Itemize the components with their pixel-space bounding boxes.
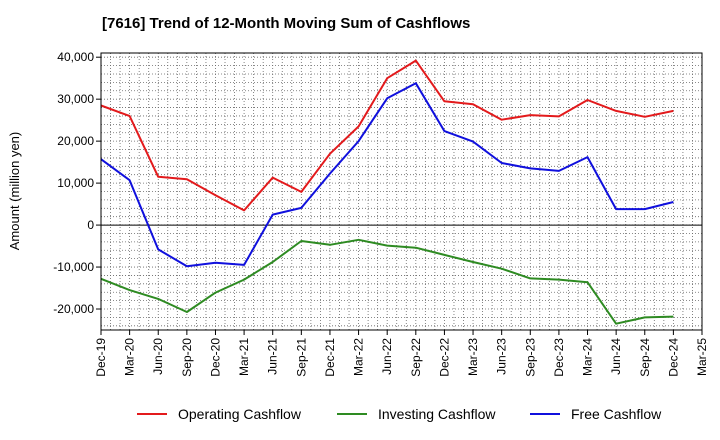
chart-title: [7616] Trend of 12-Month Moving Sum of C… bbox=[102, 15, 471, 32]
y-tick-label: 40,000 bbox=[57, 50, 94, 64]
series-line-investing-cashflow bbox=[100, 238, 674, 325]
x-tick-label: Dec-24 bbox=[666, 338, 680, 377]
x-tick-label: Jun-23 bbox=[495, 338, 509, 375]
x-tick-label: Dec-23 bbox=[552, 338, 566, 377]
plot-frame-layer bbox=[100, 52, 703, 331]
x-tick-label: Mar-21 bbox=[237, 338, 251, 376]
legend: Operating Cashflow Investing Cashflow Free… bbox=[137, 406, 662, 422]
x-tick-label: Mar-23 bbox=[466, 338, 480, 376]
legend-label: Free Cashflow bbox=[571, 406, 662, 422]
plot-frame bbox=[100, 52, 703, 331]
x-tick-label: Dec-21 bbox=[323, 338, 337, 377]
x-tick-label: Mar-25 bbox=[695, 338, 709, 376]
y-tick-label: 30,000 bbox=[57, 92, 94, 106]
y-tick-label: 0 bbox=[87, 218, 94, 232]
x-tick-label: Sep-22 bbox=[409, 338, 423, 377]
x-tick-label: Sep-21 bbox=[294, 338, 308, 377]
y-tick-label: 10,000 bbox=[57, 176, 94, 190]
x-tick-label: Dec-22 bbox=[437, 338, 451, 377]
legend-label: Operating Cashflow bbox=[178, 406, 302, 422]
series-layer bbox=[100, 59, 674, 325]
grid-layer bbox=[100, 53, 703, 330]
series-line-operating-cashflow bbox=[100, 59, 674, 212]
x-tick-label: Sep-23 bbox=[523, 338, 537, 377]
y-axis-label: Amount (million yen) bbox=[7, 132, 22, 251]
y-tick-label: 20,000 bbox=[57, 134, 94, 148]
x-tick-label: Dec-19 bbox=[94, 338, 108, 377]
x-tick-label: Mar-24 bbox=[581, 338, 595, 376]
x-tick-label: Jun-22 bbox=[380, 338, 394, 375]
y-tick-label: -20,000 bbox=[53, 302, 94, 316]
x-tick-label: Jun-20 bbox=[151, 338, 165, 375]
x-tick-labels: Dec-19 Mar-20 Jun-20 Sep-20 Dec-20 Mar-21 Jun-… bbox=[94, 330, 709, 377]
x-tick-label: Mar-22 bbox=[352, 338, 366, 376]
y-tick-label: -10,000 bbox=[53, 260, 94, 274]
legend-label: Investing Cashflow bbox=[378, 406, 496, 422]
x-tick-label: Sep-20 bbox=[180, 338, 194, 377]
series-line-free-cashflow bbox=[100, 82, 674, 268]
x-tick-label: Dec-20 bbox=[208, 338, 222, 377]
y-tick-labels: -20,000 -10,000 0 10,000 20,000 30,000 40,000 bbox=[53, 50, 101, 316]
x-tick-label: Mar-20 bbox=[123, 338, 137, 376]
x-tick-label: Jun-24 bbox=[609, 338, 623, 375]
x-tick-label: Sep-24 bbox=[638, 338, 652, 377]
x-tick-label: Jun-21 bbox=[266, 338, 280, 375]
